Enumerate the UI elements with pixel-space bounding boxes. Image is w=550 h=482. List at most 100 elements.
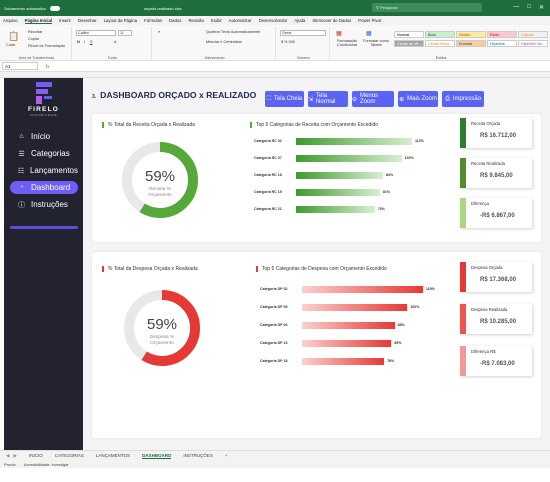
font-name-select[interactable]: Calibri [76,30,116,36]
brand-subtitle: CONTABILIDADE [29,114,58,117]
bar-category-label: Categoria DP 05 [260,305,288,309]
align-top-icon[interactable]: ≡ [158,30,161,34]
kpi-color-strip [460,304,466,334]
cell-style-8[interactable]: Hiperlink [487,40,517,47]
bottom-area [0,468,550,482]
cell-style-5[interactable]: Célula de Ve... [394,40,424,47]
menu-tab-1[interactable]: Página Inicial [24,17,53,24]
font-color-icon[interactable]: A [114,40,117,44]
kpi-value: R$ 10.285,00 [480,319,517,325]
menu-tab-8[interactable]: Exibir [210,18,222,23]
sheet-tab-4[interactable]: INSTRUÇÕES [183,452,213,458]
toolbar-button-label: Impressão [452,96,481,102]
cart-icon: ☷ [17,167,25,175]
section-marker [102,266,104,272]
sidebar-item-4[interactable]: ⓘ Instruções [10,198,78,211]
merge-center-button[interactable]: Mesclar e Centralizar [206,40,242,44]
paste-button[interactable]: Colar [6,43,16,47]
menu-tab-3[interactable]: Desenhar [78,18,97,23]
next-sheet-icon[interactable]: ▶ [13,452,17,458]
cell-style-0[interactable]: Normal [394,31,424,38]
format-table-icon[interactable]: ▦ [366,31,372,37]
fx-icon[interactable]: fx [46,63,50,69]
conditional-format-icon[interactable]: ▦ [336,31,342,37]
menu-tab-4[interactable]: Layout da Página [103,18,138,23]
accessibility-status[interactable]: Acessibilidade: investigar [23,461,69,467]
menu-tab-6[interactable]: Dados [169,18,182,23]
add-sheet-icon[interactable]: + [224,453,228,458]
title-bar: Salvamento automático orçado-realizado.x… [0,0,550,16]
italic-button[interactable]: I [84,40,86,44]
sidebar-item-0[interactable]: ⌂ Início [10,130,78,143]
cell-style-1[interactable]: Bom [425,31,455,38]
toolbar-button-3[interactable]: ⊕ Mais Zoom [398,91,438,107]
gauge-fill [122,142,198,218]
sheet-tab-3[interactable]: DASHBOARD [142,452,172,459]
sheet-tab-2[interactable]: LANÇAMENTOS [95,452,131,458]
sidebar-item-2[interactable]: ☷ Lançamentos [10,164,78,177]
search-box[interactable]: ⚲ Pesquisar [372,3,482,12]
sheet-tab-0[interactable]: INICIO [28,452,43,458]
brand-name: FIRELO [27,106,60,113]
bold-button[interactable]: N [77,40,80,44]
toolbar-button-0[interactable]: ⛶ Tela Cheia [265,91,304,107]
close-icon[interactable]: ✕ [538,5,544,11]
sheet-tab-1[interactable]: CATEGORIAS [54,452,84,458]
cut-button[interactable]: Recortar [28,30,43,34]
gauge-caption-1: Despesa % [150,334,175,340]
maximize-icon[interactable]: □ [527,4,531,10]
cell-style-9[interactable]: Hiperlink Vis... [518,40,548,47]
sidebar-item-1[interactable]: ☰ Categorias [10,147,78,160]
menu-tab-13[interactable]: Power Pivot [358,18,382,23]
currency-icon[interactable]: $ % 000 [281,40,295,44]
underline-button[interactable]: S [90,40,93,44]
font-size-select[interactable]: 11 [118,30,132,36]
toolbar-button-4[interactable]: ⎙ Impressão [442,91,484,107]
toolbar-button-2[interactable]: ⊖ Menos Zoom [352,91,394,107]
alignment-group: ≡ Quebrar Texto Automaticamente Mesclar … [154,27,276,61]
bar-value-label: 78% [387,359,395,363]
sidebar-item-3[interactable]: ◔ Dashboard [10,181,78,194]
gauge-center [135,301,189,355]
cell-style-6[interactable]: Célula Vincu... [425,40,455,47]
despesa-gauge-title: % Total da Despesa Orçada x Realizada [102,266,198,272]
cell-style-4[interactable]: Cálculo [518,31,548,38]
kpi-color-strip [460,346,466,376]
toolbar-button-1[interactable]: ⇲ Tela Normal [308,91,348,107]
cell-style-7[interactable]: Entrada [456,40,486,47]
menu-tab-9[interactable]: Automatizar [228,18,252,23]
list-icon: ☰ [18,150,25,158]
menu-tab-5[interactable]: Fórmulas [144,18,163,23]
minimize-icon[interactable]: — [513,4,520,10]
conditional-format-button[interactable]: Formatação Condicional [336,39,358,47]
gauge-title-text: % Total da Receita Orçada x Realizada [108,122,195,128]
menu-tab-11[interactable]: Ajuda [294,18,306,23]
paste-icon[interactable]: 📋 [8,31,20,41]
gauge-value: 59% [145,168,175,185]
menu-tab-7[interactable]: Revisão [188,18,204,23]
kpi-value: -R$ 7.083,00 [480,361,515,367]
prev-sheet-icon[interactable]: ◀ [6,452,10,458]
cell-style-3[interactable]: Ruim [487,31,517,38]
wrap-text-button[interactable]: Quebrar Texto Automaticamente [206,30,261,34]
toolbar-button-label: Menos Zoom [360,93,379,105]
format-table-button[interactable]: Formatar como Tabela [363,39,389,47]
bar-value-label: 100% [410,305,420,309]
menu-tab-0[interactable]: Arquivo [3,18,18,23]
copy-button[interactable]: Copiar [28,37,40,41]
menu-tab-2[interactable]: Inserir [59,18,71,23]
kpi-color-strip [460,158,466,188]
cell-style-2[interactable]: Neutro [456,31,486,38]
name-box[interactable]: A1 [2,62,38,70]
autosave-toggle[interactable] [49,5,60,11]
sidebar-item-label: Início [31,132,51,141]
font-group: Calibri 11 N I S A Fonte [74,27,152,61]
menu-tab-12[interactable]: Stimsoner de Dados [312,18,352,23]
receita-panel: % Total da Receita Orçada x Realizada 59%… [92,114,541,242]
menu-tab-10[interactable]: Desenvolvedor [258,18,288,23]
number-format-select[interactable]: Geral [280,30,326,36]
format-painter-button[interactable]: Pincel de Formatação [28,44,65,48]
bar [296,172,383,179]
zoom-out-icon: ⊖ [352,96,358,103]
bar-category-label: Categoria RC 02 [254,139,282,143]
